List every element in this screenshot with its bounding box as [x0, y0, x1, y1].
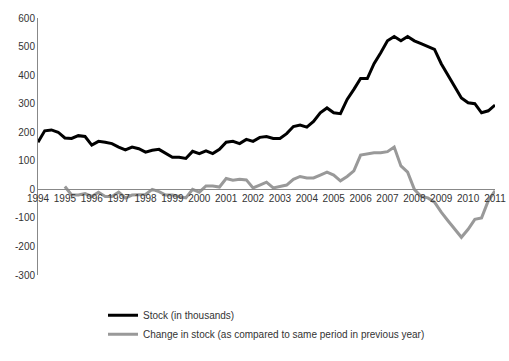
svg-text:1994: 1994 — [27, 193, 50, 204]
svg-text:2009: 2009 — [430, 193, 453, 204]
svg-text:400: 400 — [18, 70, 35, 81]
svg-text:1996: 1996 — [81, 193, 104, 204]
svg-text:-100: -100 — [15, 212, 35, 223]
svg-text:2003: 2003 — [269, 193, 292, 204]
svg-text:2002: 2002 — [242, 193, 265, 204]
svg-text:200: 200 — [18, 127, 35, 138]
svg-text:2010: 2010 — [457, 193, 480, 204]
svg-text:600: 600 — [18, 13, 35, 24]
svg-text:2008: 2008 — [403, 193, 426, 204]
svg-text:500: 500 — [18, 41, 35, 52]
svg-text:2000: 2000 — [188, 193, 211, 204]
svg-text:0: 0 — [29, 184, 35, 195]
svg-text:-200: -200 — [15, 241, 35, 252]
svg-text:100: 100 — [18, 155, 35, 166]
svg-text:Stock (in thousands): Stock (in thousands) — [143, 310, 234, 321]
svg-text:1995: 1995 — [54, 193, 77, 204]
svg-text:Change in stock (as compared t: Change in stock (as compared to same per… — [143, 329, 424, 340]
svg-text:2007: 2007 — [376, 193, 399, 204]
svg-text:300: 300 — [18, 98, 35, 109]
svg-text:-300: -300 — [15, 270, 35, 281]
svg-text:1997: 1997 — [108, 193, 131, 204]
svg-text:1998: 1998 — [134, 193, 157, 204]
svg-text:1999: 1999 — [161, 193, 184, 204]
svg-text:2011: 2011 — [484, 193, 506, 204]
svg-text:2005: 2005 — [323, 193, 346, 204]
svg-text:2001: 2001 — [215, 193, 238, 204]
svg-text:2004: 2004 — [296, 193, 319, 204]
svg-text:2006: 2006 — [349, 193, 372, 204]
